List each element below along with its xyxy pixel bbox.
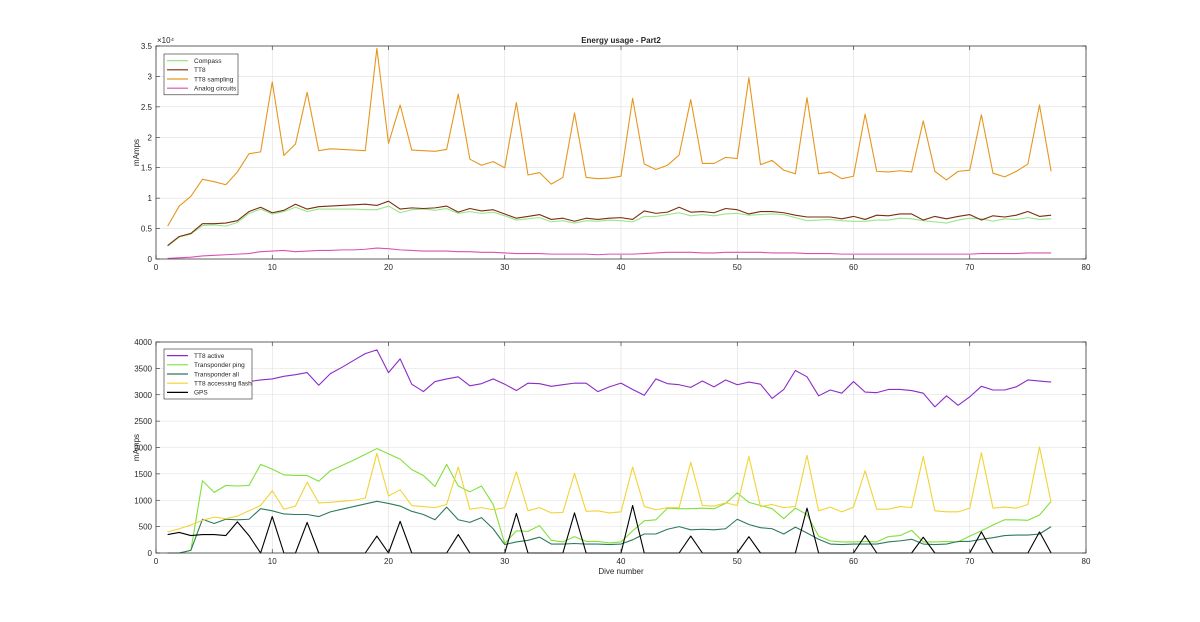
x-tick-label: 40 [617, 557, 626, 566]
legend-label: TT8 sampling [194, 76, 234, 83]
x-tick-label: 60 [849, 263, 858, 272]
legend-label: TT8 [194, 67, 206, 74]
y-tick-label: 1000 [134, 496, 152, 505]
y-tick-label: 2.5 [141, 103, 153, 112]
x-tick-label: 10 [268, 557, 277, 566]
y-tick-label: 1500 [134, 470, 152, 479]
series-line-transponder-ping [167, 448, 1052, 554]
y-tick-label: 3.5 [141, 42, 153, 51]
series-line-tt8-active [167, 349, 1052, 408]
series-line-analog-circuits [167, 247, 1052, 259]
x-tick-label: 40 [617, 263, 626, 272]
x-tick-label: 50 [733, 557, 742, 566]
legend-label: GPS [194, 390, 208, 397]
x-tick-label: 70 [965, 557, 974, 566]
y-axis-label: mAmps [132, 434, 141, 461]
y-tick-label: 1.5 [141, 164, 153, 173]
y-tick-label: 500 [139, 523, 153, 532]
legend-label: TT8 active [194, 353, 225, 360]
y-tick-label: 3000 [134, 391, 152, 400]
y-exponent-label: ×10⁴ [157, 36, 175, 45]
y-tick-label: 1 [148, 194, 153, 203]
energy-usage-plot-bottom: 0 10 20 30 40 50 60 70 80 0 500 1000 1500 2000 2500 300… [132, 338, 1091, 576]
y-tick-label: 0 [148, 549, 153, 558]
x-tick-label: 30 [500, 557, 509, 566]
legend-label: Compass [194, 58, 222, 65]
x-tick-label: 0 [154, 263, 159, 272]
x-tick-label: 70 [965, 263, 974, 272]
x-tick-label: 80 [1082, 263, 1091, 272]
x-tick-label: 20 [384, 263, 393, 272]
y-tick-label: 3 [148, 72, 153, 81]
x-tick-label: 20 [384, 557, 393, 566]
x-axis-label: Dive number [598, 567, 644, 576]
legend-label: TT8 accessing flash [194, 381, 252, 388]
legend-label: Transponder ping [194, 362, 245, 369]
series-line-compass [167, 205, 1052, 247]
y-tick-label: 0 [148, 255, 153, 264]
x-tick-label: 60 [849, 557, 858, 566]
y-tick-label: 2 [148, 133, 153, 142]
x-tick-label: 0 [154, 557, 159, 566]
y-tick-label: 2500 [134, 417, 152, 426]
x-tick-label: 50 [733, 263, 742, 272]
y-axis-label: mAmps [132, 139, 141, 166]
chart-title: Energy usage - Part2 [581, 36, 661, 45]
x-tick-label: 10 [268, 263, 277, 272]
x-tick-label: 80 [1082, 557, 1091, 566]
legend-label: Analog circuits [194, 86, 237, 93]
y-tick-label: 2000 [134, 444, 152, 453]
series-line-tt8 [167, 200, 1052, 247]
series-line-tt8-accessing-flash [167, 446, 1052, 533]
series-line-transponder-all [167, 500, 1052, 554]
y-tick-label: 0.5 [141, 225, 153, 234]
legend-label: Transponder all [194, 371, 239, 378]
x-tick-label: 30 [500, 263, 509, 272]
energy-usage-plot-top: 0 10 20 30 40 50 60 70 80 0 0.5 1 1.5 2 2.5 3 3.5 ×10⁴ Ene… [132, 36, 1091, 272]
series-line-tt8-sampling [167, 47, 1052, 227]
y-tick-label: 3500 [134, 364, 152, 373]
y-tick-label: 4000 [134, 338, 152, 347]
